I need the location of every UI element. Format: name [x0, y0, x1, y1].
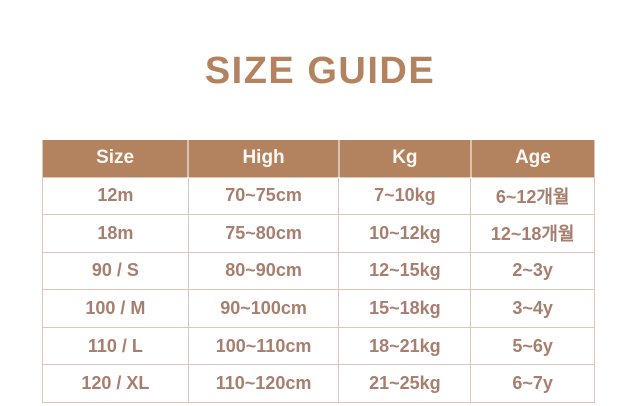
table-row: 120 / XL 110~120cm 21~25kg 6~7y	[42, 364, 595, 404]
table-cell: 120 / XL	[42, 364, 189, 404]
header-cell-age: Age	[469, 140, 595, 177]
table-cell: 12~18개월	[470, 214, 595, 253]
table-cell: 3~4y	[470, 289, 595, 328]
table-cell: 18~21kg	[338, 326, 472, 366]
header-cell-high: High	[187, 140, 339, 177]
table-cell: 15~18kg	[338, 289, 472, 328]
size-guide-table: Size High Kg Age 12m 70~75cm 7~10kg 6~12개월 18m 7…	[42, 140, 595, 404]
table-cell: 75~80cm	[187, 214, 340, 253]
table-cell: 6~7y	[470, 364, 595, 404]
table-body: 12m 70~75cm 7~10kg 6~12개월 18m 75~80cm 10~12kg 1…	[42, 176, 595, 404]
table-cell: 18m	[42, 214, 189, 253]
table-cell: 6~12개월	[470, 176, 595, 216]
table-row: 18m 75~80cm 10~12kg 12~18개월	[42, 214, 595, 253]
table-cell: 5~6y	[470, 326, 595, 366]
table-cell: 110 / L	[42, 326, 189, 366]
header-cell-kg: Kg	[337, 140, 471, 177]
table-cell: 90~100cm	[187, 289, 340, 328]
table-cell: 12~15kg	[338, 251, 472, 291]
table-cell: 7~10kg	[338, 176, 472, 216]
table-header-row: Size High Kg Age	[42, 140, 595, 177]
table-cell: 10~12kg	[338, 214, 472, 253]
header-cell-size: Size	[42, 140, 189, 177]
table-cell: 100~110cm	[187, 326, 340, 366]
table-cell: 110~120cm	[187, 364, 340, 404]
table-cell: 70~75cm	[187, 176, 340, 216]
table-cell: 21~25kg	[338, 364, 472, 404]
table-cell: 80~90cm	[187, 251, 340, 291]
table-row: 90 / S 80~90cm 12~15kg 2~3y	[42, 251, 595, 291]
table-row: 12m 70~75cm 7~10kg 6~12개월	[42, 176, 595, 216]
table-row: 110 / L 100~110cm 18~21kg 5~6y	[42, 326, 595, 366]
table-cell: 100 / M	[42, 289, 189, 328]
table-cell: 2~3y	[470, 251, 595, 291]
table-row: 100 / M 90~100cm 15~18kg 3~4y	[42, 289, 595, 328]
page-title: SIZE GUIDE	[204, 50, 436, 92]
table-cell: 90 / S	[42, 251, 189, 291]
table-cell: 12m	[42, 176, 189, 216]
